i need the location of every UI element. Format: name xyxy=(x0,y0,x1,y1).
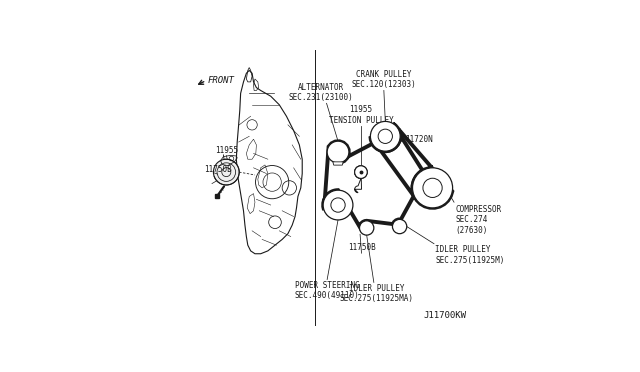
Text: CRANK PULLEY
SEC.120(12303): CRANK PULLEY SEC.120(12303) xyxy=(351,70,416,89)
Circle shape xyxy=(371,121,400,151)
Text: IDLER PULLEY
SEC.275(11925MA): IDLER PULLEY SEC.275(11925MA) xyxy=(340,284,413,303)
Polygon shape xyxy=(333,162,343,165)
Text: IDLER PULLEY
SEC.275(11925M): IDLER PULLEY SEC.275(11925M) xyxy=(435,245,505,264)
Text: FRONT: FRONT xyxy=(208,76,235,85)
Text: 11955
TENSION PULLEY: 11955 TENSION PULLEY xyxy=(328,105,394,125)
Circle shape xyxy=(355,166,367,179)
Text: 11720N: 11720N xyxy=(405,135,433,144)
Circle shape xyxy=(355,166,367,179)
Circle shape xyxy=(392,219,407,234)
Circle shape xyxy=(213,159,239,185)
Text: ALTERNATOR
SEC.231(23100): ALTERNATOR SEC.231(23100) xyxy=(289,83,353,102)
Text: J11700KW: J11700KW xyxy=(424,311,467,320)
Circle shape xyxy=(360,221,374,235)
Circle shape xyxy=(327,141,349,163)
Text: 11750B: 11750B xyxy=(348,243,376,252)
Polygon shape xyxy=(355,166,362,193)
Text: 11955: 11955 xyxy=(215,146,238,155)
Circle shape xyxy=(413,168,452,208)
Text: 11750B: 11750B xyxy=(204,165,232,174)
Text: POWER STEERING
SEC.490(49110): POWER STEERING SEC.490(49110) xyxy=(295,281,360,300)
Text: COMPRESSOR
SEC.274
(27630): COMPRESSOR SEC.274 (27630) xyxy=(456,205,502,235)
Circle shape xyxy=(323,190,353,220)
